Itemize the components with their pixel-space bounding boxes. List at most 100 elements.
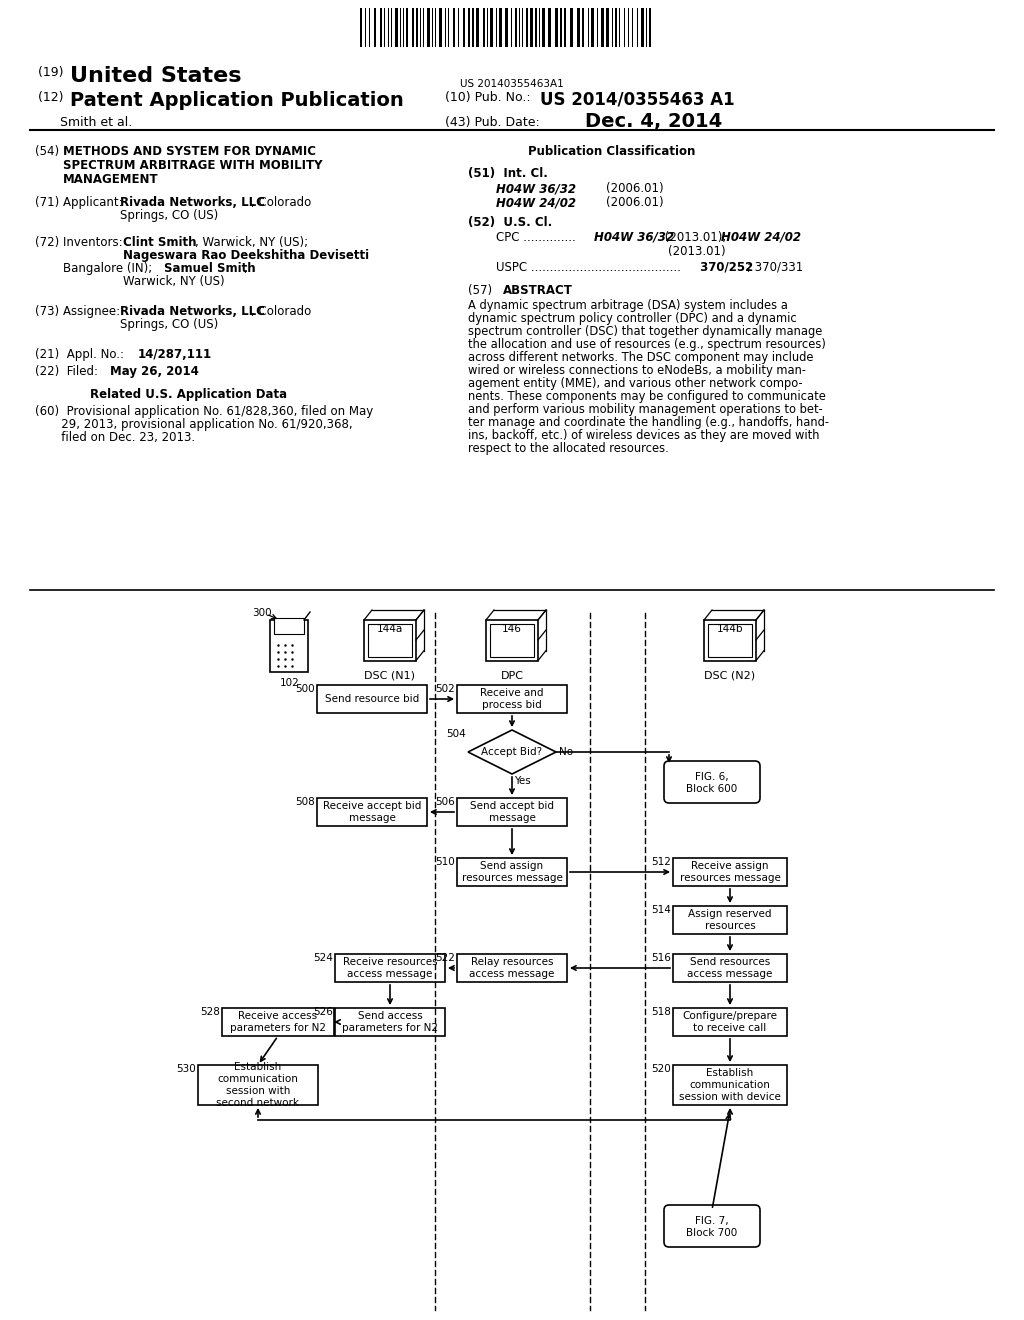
Text: H04W 36/32: H04W 36/32 <box>594 231 674 244</box>
Bar <box>570 8 573 48</box>
Text: Dec. 4, 2014: Dec. 4, 2014 <box>585 112 722 131</box>
Text: Yes: Yes <box>514 776 530 785</box>
Bar <box>222 1008 334 1036</box>
Bar <box>628 8 629 48</box>
Text: Related U.S. Application Data: Related U.S. Application Data <box>90 388 287 401</box>
Text: session with device: session with device <box>679 1092 781 1102</box>
Text: Rivada Networks, LLC: Rivada Networks, LLC <box>120 195 265 209</box>
Bar <box>412 8 414 48</box>
Text: ter manage and coordinate the handling (e.g., handoffs, hand-: ter manage and coordinate the handling (… <box>468 416 829 429</box>
Text: 512: 512 <box>651 857 671 867</box>
Bar <box>369 8 370 48</box>
Bar <box>542 8 545 48</box>
Text: Receive access: Receive access <box>239 1011 317 1020</box>
Text: H04W 24/02: H04W 24/02 <box>496 195 575 209</box>
Bar <box>637 8 638 48</box>
Bar <box>198 1065 318 1105</box>
Text: DPC: DPC <box>501 671 523 681</box>
Bar <box>582 8 584 48</box>
Text: May 26, 2014: May 26, 2014 <box>110 366 199 378</box>
Text: agement entity (MME), and various other network compo-: agement entity (MME), and various other … <box>468 378 803 389</box>
Bar <box>444 8 446 48</box>
Text: Accept Bid?: Accept Bid? <box>481 747 543 756</box>
Text: access message: access message <box>469 969 555 979</box>
Bar <box>601 8 604 48</box>
Text: 520: 520 <box>651 1064 671 1074</box>
Text: communication: communication <box>217 1074 298 1084</box>
Bar <box>505 8 508 48</box>
Bar <box>274 618 304 634</box>
Text: wired or wireless connections to eNodeBs, a mobility man-: wired or wireless connections to eNodeBs… <box>468 364 806 378</box>
Text: second network: second network <box>216 1098 299 1107</box>
Text: 370/252: 370/252 <box>696 261 754 275</box>
Text: Assignee:: Assignee: <box>63 305 124 318</box>
Text: Springs, CO (US): Springs, CO (US) <box>120 209 218 222</box>
Bar <box>606 8 609 48</box>
Bar <box>490 624 534 656</box>
Text: 518: 518 <box>651 1007 671 1016</box>
Text: CPC ..............: CPC .............. <box>496 231 580 244</box>
Text: dynamic spectrum policy controller (DPC) and a dynamic: dynamic spectrum policy controller (DPC)… <box>468 312 797 325</box>
Bar <box>472 8 474 48</box>
Text: Establish: Establish <box>707 1068 754 1078</box>
Bar <box>514 8 516 48</box>
Text: the allocation and use of resources (e.g., spectrum resources): the allocation and use of resources (e.g… <box>468 338 826 351</box>
Text: Establish: Establish <box>234 1063 282 1072</box>
Bar <box>317 799 427 826</box>
Bar <box>270 620 308 672</box>
Text: parameters for N2: parameters for N2 <box>342 1023 438 1034</box>
Bar <box>416 8 418 48</box>
Text: H04W 24/02: H04W 24/02 <box>721 231 801 244</box>
Bar <box>360 8 361 48</box>
Bar <box>591 8 594 48</box>
Text: 510: 510 <box>435 857 455 867</box>
Text: Assign reserved: Assign reserved <box>688 909 772 919</box>
Bar <box>317 685 427 713</box>
Text: Patent Application Publication: Patent Application Publication <box>70 91 403 110</box>
Text: US 2014/0355463 A1: US 2014/0355463 A1 <box>540 91 734 110</box>
Bar <box>611 8 613 48</box>
Text: (43) Pub. Date:: (43) Pub. Date: <box>445 116 540 129</box>
Text: Send assign: Send assign <box>480 861 544 871</box>
Text: ; 370/331: ; 370/331 <box>746 261 803 275</box>
Bar <box>588 8 589 48</box>
Text: , Colorado: , Colorado <box>251 305 311 318</box>
Bar <box>468 8 469 48</box>
Text: Clint Smith: Clint Smith <box>123 236 197 249</box>
Text: 524: 524 <box>313 953 333 964</box>
Bar <box>649 8 650 48</box>
Text: FIG. 6,: FIG. 6, <box>695 772 729 781</box>
Text: Bangalore (IN);: Bangalore (IN); <box>63 261 156 275</box>
Text: (72): (72) <box>35 236 59 249</box>
Text: US 20140355463A1: US 20140355463A1 <box>460 79 564 88</box>
Text: access message: access message <box>347 969 433 979</box>
Text: No: No <box>559 747 573 756</box>
Bar <box>645 8 647 48</box>
Text: 144a: 144a <box>377 624 403 634</box>
Bar <box>673 858 787 886</box>
Text: across different networks. The DSC component may include: across different networks. The DSC compo… <box>468 351 813 364</box>
Text: Send resource bid: Send resource bid <box>325 694 419 704</box>
Text: Configure/prepare: Configure/prepare <box>683 1011 777 1020</box>
Bar <box>368 624 412 656</box>
Text: nents. These components may be configured to communicate: nents. These components may be configure… <box>468 389 826 403</box>
Bar <box>597 8 598 48</box>
Text: 504: 504 <box>446 729 466 739</box>
Text: Receive resources: Receive resources <box>343 957 437 968</box>
Text: Block 600: Block 600 <box>686 784 737 795</box>
Bar <box>476 8 479 48</box>
Text: (73): (73) <box>35 305 59 318</box>
Text: 102: 102 <box>281 678 300 688</box>
Text: United States: United States <box>70 66 242 86</box>
Bar <box>427 8 429 48</box>
Text: MANAGEMENT: MANAGEMENT <box>63 173 159 186</box>
Text: 500: 500 <box>295 684 315 694</box>
Text: 526: 526 <box>313 1007 333 1016</box>
Text: Applicant:: Applicant: <box>63 195 126 209</box>
Text: Send accept bid: Send accept bid <box>470 801 554 810</box>
Text: 522: 522 <box>435 953 455 964</box>
Bar <box>335 1008 445 1036</box>
Text: 146: 146 <box>502 624 522 634</box>
Text: 530: 530 <box>176 1064 196 1074</box>
Text: (52)  U.S. Cl.: (52) U.S. Cl. <box>468 216 552 228</box>
